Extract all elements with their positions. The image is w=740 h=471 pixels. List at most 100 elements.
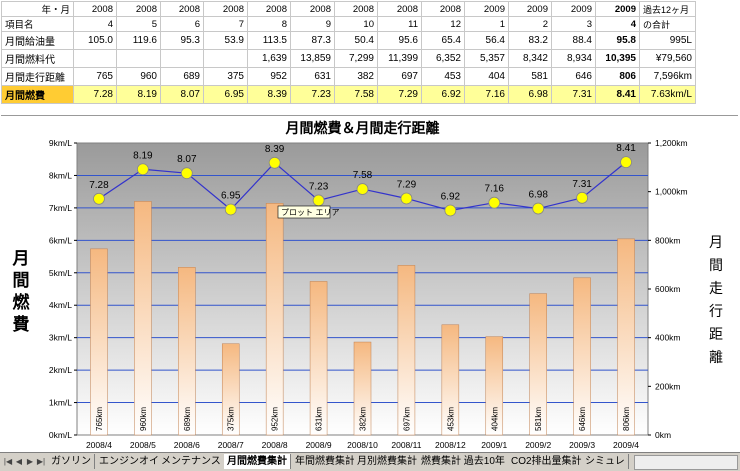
table-cell[interactable]: 6.95 bbox=[203, 85, 248, 104]
table-cell[interactable]: 631 bbox=[290, 67, 335, 86]
table-cell[interactable]: 765 bbox=[73, 67, 117, 86]
year-cell[interactable]: 2008 bbox=[73, 1, 117, 17]
row-total[interactable]: 995L bbox=[639, 31, 696, 50]
row-label[interactable]: 月間燃費 bbox=[1, 85, 74, 104]
month-cell[interactable]: 10 bbox=[334, 16, 378, 32]
row-label[interactable]: 月間燃料代 bbox=[1, 49, 74, 68]
table-cell[interactable]: 8.41 bbox=[595, 85, 640, 104]
sheet-tab[interactable]: シミュレ bbox=[582, 454, 629, 469]
month-cell[interactable]: 11 bbox=[377, 16, 422, 32]
year-cell[interactable]: 2008 bbox=[334, 1, 378, 17]
table-cell[interactable]: 960 bbox=[116, 67, 161, 86]
table-cell[interactable] bbox=[73, 49, 117, 68]
year-cell[interactable]: 2008 bbox=[116, 1, 161, 17]
row-total[interactable]: ¥79,560 bbox=[639, 49, 696, 68]
table-cell[interactable]: 6.92 bbox=[421, 85, 465, 104]
table-cell[interactable] bbox=[116, 49, 161, 68]
horizontal-scrollbar[interactable] bbox=[634, 455, 738, 470]
month-cell[interactable]: 8 bbox=[247, 16, 291, 32]
corner-year-month[interactable]: 年・月 bbox=[1, 1, 74, 17]
table-cell[interactable]: 83.2 bbox=[508, 31, 552, 50]
table-cell[interactable]: 7.31 bbox=[551, 85, 596, 104]
corner-item-name[interactable]: 項目名 bbox=[1, 16, 74, 32]
table-cell[interactable]: 95.3 bbox=[160, 31, 204, 50]
table-cell[interactable]: 87.3 bbox=[290, 31, 335, 50]
table-cell[interactable]: 8,934 bbox=[551, 49, 596, 68]
year-cell[interactable]: 2008 bbox=[203, 1, 248, 17]
month-cell[interactable]: 12 bbox=[421, 16, 465, 32]
year-cell[interactable]: 2008 bbox=[421, 1, 465, 17]
sheet-tab[interactable]: 月別燃費集計 bbox=[354, 454, 421, 469]
table-cell[interactable]: 56.4 bbox=[464, 31, 509, 50]
year-cell[interactable]: 2008 bbox=[160, 1, 204, 17]
table-cell[interactable]: 7.23 bbox=[290, 85, 335, 104]
month-cell[interactable]: 4 bbox=[73, 16, 117, 32]
last12-header-sub[interactable]: の合計 bbox=[639, 16, 696, 32]
last12-header[interactable]: 過去12ヶ月 bbox=[639, 1, 696, 17]
table-cell[interactable]: 7,299 bbox=[334, 49, 378, 68]
sheet-tab[interactable]: CO2排出量集計 bbox=[508, 454, 586, 469]
table-cell[interactable]: 65.4 bbox=[421, 31, 465, 50]
year-cell[interactable]: 2009 bbox=[551, 1, 596, 17]
year-cell[interactable]: 2008 bbox=[290, 1, 335, 17]
year-cell[interactable]: 2009 bbox=[508, 1, 552, 17]
row-label[interactable]: 月間走行距離 bbox=[1, 67, 74, 86]
year-cell[interactable]: 2008 bbox=[247, 1, 291, 17]
table-cell[interactable]: 7.28 bbox=[73, 85, 117, 104]
table-cell[interactable]: 1,639 bbox=[247, 49, 291, 68]
table-cell[interactable]: 53.9 bbox=[203, 31, 248, 50]
table-cell[interactable]: 95.6 bbox=[377, 31, 422, 50]
table-cell[interactable]: 952 bbox=[247, 67, 291, 86]
month-cell[interactable]: 3 bbox=[551, 16, 596, 32]
table-cell[interactable]: 50.4 bbox=[334, 31, 378, 50]
table-cell[interactable]: 8.07 bbox=[160, 85, 204, 104]
table-cell[interactable]: 11,399 bbox=[377, 49, 422, 68]
table-cell[interactable]: 7.58 bbox=[334, 85, 378, 104]
table-cell[interactable]: 806 bbox=[595, 67, 640, 86]
table-cell[interactable]: 689 bbox=[160, 67, 204, 86]
month-cell[interactable]: 2 bbox=[508, 16, 552, 32]
table-cell[interactable]: 7.29 bbox=[377, 85, 422, 104]
table-cell[interactable]: 6.98 bbox=[508, 85, 552, 104]
table-cell[interactable]: 10,395 bbox=[595, 49, 640, 68]
sheet-tab[interactable]: メンテナンス bbox=[158, 454, 225, 469]
sheet-tab[interactable]: 年間燃費集計 bbox=[292, 454, 359, 469]
table-cell[interactable]: 404 bbox=[464, 67, 509, 86]
table-cell[interactable]: 88.4 bbox=[551, 31, 596, 50]
sheet-tab[interactable]: 燃費集計 過去10年 bbox=[418, 454, 509, 469]
year-cell[interactable]: 2009 bbox=[595, 1, 640, 17]
table-cell[interactable]: 382 bbox=[334, 67, 378, 86]
table-cell[interactable]: 105.0 bbox=[73, 31, 117, 50]
sheet-tab[interactable]: 月間燃費集計 bbox=[224, 454, 291, 469]
table-cell[interactable]: 5,357 bbox=[464, 49, 509, 68]
row-label[interactable]: 月間給油量 bbox=[1, 31, 74, 50]
row-total[interactable]: 7,596km bbox=[639, 67, 696, 86]
month-cell[interactable]: 1 bbox=[464, 16, 509, 32]
table-cell[interactable]: 8,342 bbox=[508, 49, 552, 68]
table-cell[interactable]: 13,859 bbox=[290, 49, 335, 68]
month-cell[interactable]: 4 bbox=[595, 16, 640, 32]
table-cell[interactable]: 697 bbox=[377, 67, 422, 86]
sheet-tab[interactable]: ガソリン bbox=[48, 454, 95, 469]
table-cell[interactable] bbox=[160, 49, 204, 68]
first-tab-icon[interactable]: |◀ bbox=[3, 457, 13, 466]
table-cell[interactable]: 646 bbox=[551, 67, 596, 86]
table-cell[interactable]: 453 bbox=[421, 67, 465, 86]
month-cell[interactable]: 5 bbox=[116, 16, 161, 32]
table-cell[interactable]: 8.19 bbox=[116, 85, 161, 104]
table-cell[interactable]: 119.6 bbox=[116, 31, 161, 50]
table-cell[interactable]: 8.39 bbox=[247, 85, 291, 104]
last-tab-icon[interactable]: ▶| bbox=[36, 457, 46, 466]
row-total[interactable]: 7.63km/L bbox=[639, 85, 696, 104]
table-cell[interactable]: 581 bbox=[508, 67, 552, 86]
table-cell[interactable]: 375 bbox=[203, 67, 248, 86]
month-cell[interactable]: 6 bbox=[160, 16, 204, 32]
table-cell[interactable] bbox=[203, 49, 248, 68]
year-cell[interactable]: 2009 bbox=[464, 1, 509, 17]
next-tab-icon[interactable]: ▶ bbox=[26, 457, 34, 466]
month-cell[interactable]: 9 bbox=[290, 16, 335, 32]
chart-area[interactable]: 月間燃費＆月間走行距離 0km/L 1km/L 2km/L 3km/L 4km/L 5km/… bbox=[1, 115, 738, 453]
table-cell[interactable]: 113.5 bbox=[247, 31, 291, 50]
table-cell[interactable]: 7.16 bbox=[464, 85, 509, 104]
prev-tab-icon[interactable]: ◀ bbox=[15, 457, 23, 466]
